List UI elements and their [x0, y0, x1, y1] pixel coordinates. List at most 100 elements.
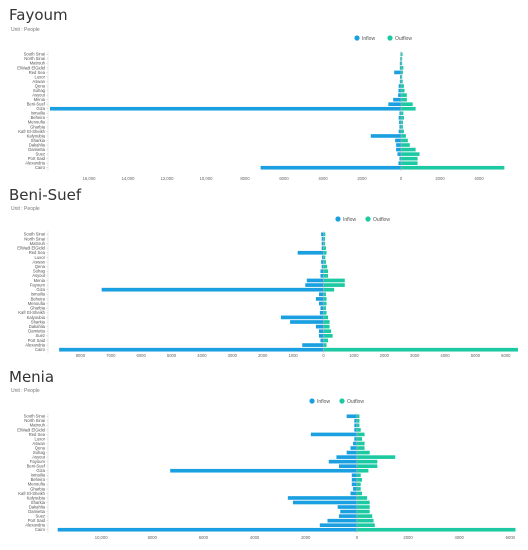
- y-tick-label: Ismailia: [31, 292, 46, 297]
- unit-label: Unit : People: [11, 27, 40, 33]
- bar-outflow: [356, 441, 365, 446]
- bar-inflow: [320, 269, 324, 274]
- bar-outflow: [356, 468, 369, 473]
- bar-inflow: [350, 446, 357, 450]
- bar-inflow: [399, 125, 401, 129]
- bar-outflow: [356, 432, 365, 437]
- bar-outflow: [401, 120, 403, 125]
- legend-label: Outflow: [347, 399, 364, 405]
- y-tick-label: Menia: [34, 278, 46, 283]
- bar-outflow: [323, 301, 327, 306]
- bar-inflow: [315, 297, 324, 301]
- bar-inflow: [400, 75, 401, 79]
- y-tick-label: Luxor: [35, 74, 46, 79]
- bar-outflow: [401, 52, 403, 57]
- bar-outflow: [323, 287, 335, 292]
- bar-inflow: [302, 343, 324, 347]
- x-tick-label: 2000: [380, 353, 390, 358]
- y-tick-label: Dakahlia: [29, 504, 46, 509]
- bar-inflow: [346, 450, 357, 455]
- bar-outflow: [323, 292, 326, 297]
- bar-outflow: [401, 70, 403, 75]
- x-tick-label: 12,000: [161, 176, 174, 181]
- bar-outflow: [323, 264, 328, 269]
- y-tick-label: Matrouh: [30, 423, 46, 428]
- bar-outflow: [356, 477, 362, 482]
- bar-outflow: [356, 446, 365, 450]
- unit-label: Unit : People: [11, 388, 40, 394]
- bar-inflow: [260, 165, 401, 170]
- y-tick-label: Matrouh: [30, 61, 46, 66]
- bar-inflow: [354, 428, 357, 432]
- legend-marker: [365, 216, 371, 222]
- y-tick-label: Asyout: [32, 273, 46, 278]
- bar-outflow: [356, 437, 362, 441]
- bar-outflow: [401, 79, 403, 84]
- bar-inflow: [353, 487, 357, 491]
- bar-inflow: [297, 250, 324, 255]
- bar-outflow: [323, 260, 326, 264]
- y-tick-label: ElWadi ElGidid: [17, 65, 45, 70]
- y-tick-label: Suhag: [33, 88, 46, 93]
- bar-inflow: [321, 232, 324, 237]
- bar-outflow: [356, 523, 375, 528]
- bar-outflow: [323, 334, 333, 338]
- bar-inflow: [321, 260, 324, 264]
- chart-panel-beni-suef: Beni-Suef Unit : People Inflow Outflow Sou…: [0, 183, 528, 368]
- bar-outflow: [356, 464, 378, 469]
- bar-outflow: [323, 246, 326, 250]
- bar-inflow: [393, 97, 401, 102]
- x-tick-label: 8000: [76, 353, 86, 358]
- y-tick-label: Asyout: [32, 93, 46, 98]
- bar-inflow: [394, 70, 401, 75]
- bar-inflow: [354, 418, 357, 423]
- bar-outflow: [401, 66, 404, 70]
- bar-outflow: [401, 147, 416, 152]
- bar-outflow: [356, 487, 361, 491]
- chart-panel-fayoum: Fayoum Unit : People Inflow Outflow South …: [0, 0, 528, 185]
- legend-marker: [354, 35, 360, 41]
- bar-outflow: [401, 88, 405, 93]
- y-tick-label: Beni-Suef: [27, 102, 46, 107]
- bar-outflow: [356, 428, 361, 432]
- bar-outflow: [323, 329, 332, 334]
- bar-outflow: [323, 283, 345, 287]
- bar-outflow: [323, 255, 326, 260]
- bar-outflow: [401, 97, 407, 102]
- bar-inflow: [327, 518, 357, 523]
- bar-inflow: [321, 246, 324, 250]
- bar-outflow: [401, 138, 408, 143]
- y-tick-label: Beheira: [31, 296, 46, 301]
- y-tick-label: North Sinai: [24, 418, 45, 423]
- x-tick-label: 3000: [228, 353, 238, 358]
- bar-outflow: [401, 143, 410, 147]
- x-tick-label: 3000: [410, 353, 420, 358]
- y-tick-label: Giza: [36, 287, 45, 292]
- legend-label: Inflow: [362, 36, 375, 42]
- bar-inflow: [354, 437, 357, 441]
- bar-outflow: [323, 343, 327, 347]
- bar-inflow: [398, 93, 401, 97]
- bar-outflow: [356, 500, 370, 505]
- bar-inflow: [101, 287, 324, 292]
- y-tick-label: Damietta: [28, 147, 45, 152]
- bar-inflow: [398, 88, 401, 93]
- y-tick-label: Red Sea: [29, 432, 46, 437]
- x-tick-label: 8000: [148, 535, 158, 540]
- legend-label: Inflow: [317, 399, 330, 405]
- y-tick-label: Aswan: [32, 259, 45, 264]
- bar-outflow: [401, 115, 404, 120]
- bar-outflow: [356, 491, 362, 496]
- bar-inflow: [400, 56, 401, 61]
- y-tick-label: North Sinai: [24, 236, 45, 241]
- y-tick-label: Red Sea: [29, 250, 46, 255]
- x-tick-label: 2000: [403, 535, 413, 540]
- bar-inflow: [398, 129, 401, 134]
- y-tick-label: Kalyoubia: [27, 133, 46, 138]
- x-tick-label: 16,000: [83, 176, 96, 181]
- y-tick-label: Ismailia: [31, 473, 46, 478]
- y-tick-label: Red Sea: [29, 70, 46, 75]
- bar-inflow: [337, 505, 357, 509]
- bar-outflow: [356, 518, 374, 523]
